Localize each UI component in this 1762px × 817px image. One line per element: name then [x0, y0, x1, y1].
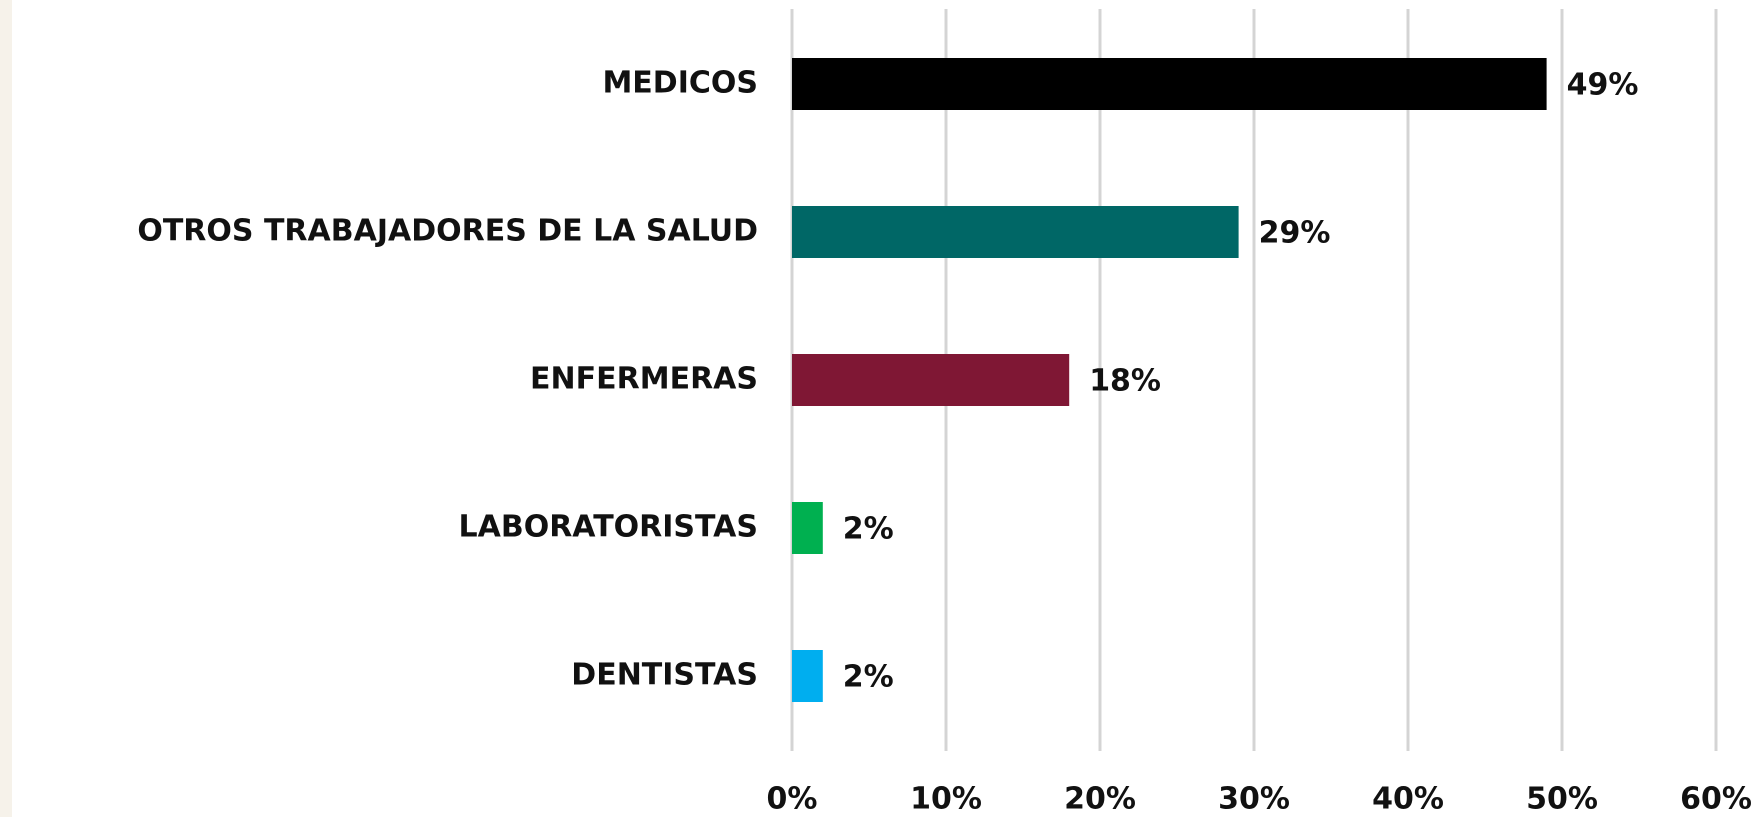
x-tick-label: 50%	[1526, 782, 1598, 817]
bar	[792, 58, 1547, 110]
bar	[792, 650, 823, 702]
value-label: 29%	[1259, 216, 1331, 251]
value-label: 18%	[1089, 364, 1161, 399]
x-tick-label: 30%	[1218, 782, 1290, 817]
x-tick-label: 60%	[1680, 782, 1752, 817]
value-label: 49%	[1567, 68, 1639, 103]
x-tick-label: 40%	[1372, 782, 1444, 817]
value-label: 2%	[843, 660, 894, 695]
bar	[792, 206, 1239, 258]
value-label: 2%	[843, 512, 894, 547]
y-tick-label: DENTISTAS	[571, 658, 758, 693]
y-tick-label: OTROS TRABAJADORES DE LA SALUD	[137, 214, 758, 249]
bar	[792, 354, 1070, 406]
bar	[792, 502, 823, 554]
x-tick-label: 10%	[910, 782, 982, 817]
x-tick-label: 20%	[1064, 782, 1136, 817]
x-tick-label: 0%	[767, 782, 818, 817]
y-tick-label: ENFERMERAS	[530, 362, 758, 397]
y-tick-label: LABORATORISTAS	[459, 510, 759, 545]
y-tick-label: MEDICOS	[602, 66, 758, 101]
edge-decoration	[0, 0, 12, 817]
